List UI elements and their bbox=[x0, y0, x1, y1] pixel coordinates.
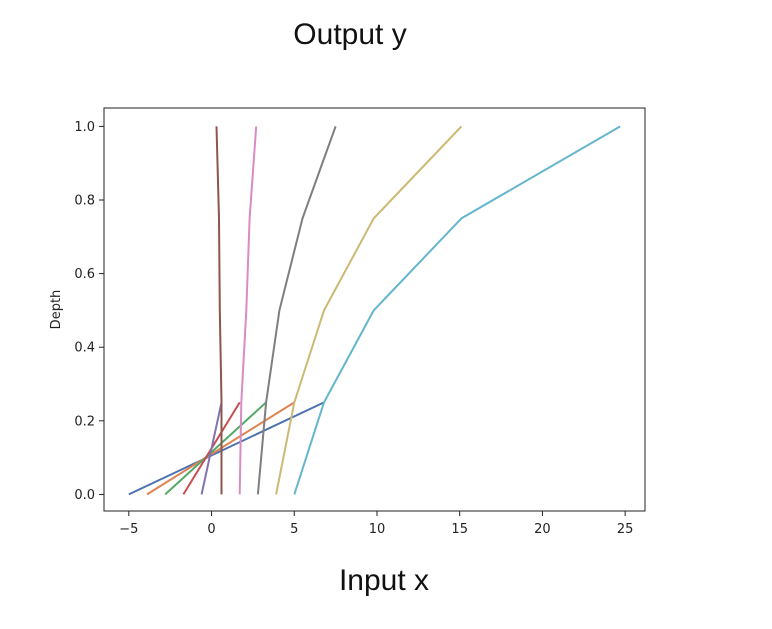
plot-frame bbox=[103, 107, 646, 512]
x-tick-label: 20 bbox=[534, 522, 551, 537]
y-tick-label: 0.0 bbox=[74, 488, 95, 503]
x-tick-label: 25 bbox=[617, 522, 634, 537]
series-line-8 bbox=[256, 126, 337, 495]
y-tick-label: 0.4 bbox=[74, 341, 95, 356]
y-tick-label: 0.2 bbox=[74, 414, 95, 429]
y-axis-label: Depth bbox=[49, 290, 64, 330]
x-tick-label: 10 bbox=[369, 522, 386, 537]
y-tick-label: 1.0 bbox=[74, 120, 95, 135]
series-line-9 bbox=[275, 125, 463, 495]
series-line-7 bbox=[238, 126, 258, 495]
y-tick-label: 0.6 bbox=[74, 267, 95, 282]
series-line-10 bbox=[293, 125, 621, 495]
y-tick-label: 0.8 bbox=[74, 194, 95, 209]
x-tick-label: 0 bbox=[207, 522, 215, 537]
x-tick-label: −5 bbox=[119, 522, 138, 537]
series-layer bbox=[128, 125, 621, 496]
series-line-3 bbox=[164, 401, 267, 496]
series-line-5 bbox=[200, 402, 223, 495]
x-tick-label: 5 bbox=[290, 522, 298, 537]
output-y-caption: Output y bbox=[293, 18, 407, 51]
ticks-layer: −5 0 5 10 15 20 25 0.0 0.2 0.4 0.6 0.8 1.0 bbox=[74, 120, 633, 537]
input-x-caption: Input x bbox=[338, 564, 430, 597]
series-line-1 bbox=[128, 401, 325, 496]
x-tick-label: 15 bbox=[451, 522, 468, 537]
series-line-6 bbox=[215, 126, 223, 495]
